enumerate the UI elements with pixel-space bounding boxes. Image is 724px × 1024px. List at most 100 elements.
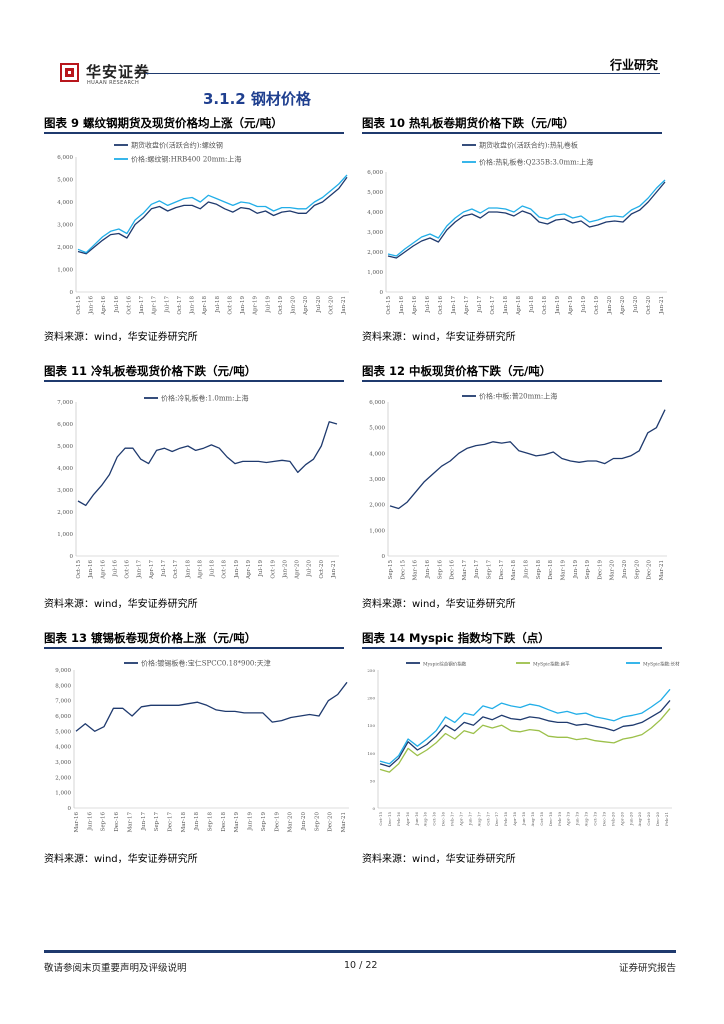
y-tick-label: 4,000 xyxy=(367,210,383,216)
x-tick-label: Dec-16 xyxy=(450,560,456,580)
x-tick-label: Jul-16 xyxy=(114,296,120,314)
x-tick-label: Jul-17 xyxy=(164,296,170,314)
y-tick-label: 8,000 xyxy=(55,683,71,689)
x-tick-label: Oct-17 xyxy=(485,812,490,826)
x-tick-label: Jun-20 xyxy=(301,812,307,832)
footer-disclaimer: 敬请参阅末页重要声明及评级说明 xyxy=(44,963,187,974)
x-tick-label: Apr-17 xyxy=(149,560,155,580)
x-tick-label: Jan-20 xyxy=(607,296,613,315)
y-tick-label: 1,000 xyxy=(57,532,73,538)
figure-10-rule xyxy=(362,132,662,134)
x-tick-label: Mar-19 xyxy=(560,560,566,581)
y-tick-label: 9,000 xyxy=(55,668,71,674)
y-tick-label: 5,000 xyxy=(55,729,71,735)
x-tick-label: Jan-17 xyxy=(139,296,145,315)
figure-11-rule xyxy=(44,380,344,382)
y-tick-label: 4,000 xyxy=(55,745,71,751)
x-tick-label: Sep-16 xyxy=(437,560,443,580)
section-title: 3.1.2 钢材价格 xyxy=(203,90,311,108)
series-line-2 xyxy=(387,179,666,257)
x-tick-label: Mar-21 xyxy=(341,812,347,832)
footer-divider xyxy=(44,950,676,953)
x-tick-label: Jan-16 xyxy=(399,296,405,315)
x-tick-label: Jun-17 xyxy=(141,812,147,832)
y-tick-label: 3,000 xyxy=(367,230,383,236)
x-tick-label: Oct-15 xyxy=(76,296,82,315)
x-tick-label: Oct-15 xyxy=(386,296,392,315)
x-tick-label: Apr-18 xyxy=(516,296,522,316)
x-tick-label: Apr-20 xyxy=(620,296,626,316)
legend-label: 期货收盘价(活跃合约):螺纹钢 xyxy=(131,141,223,150)
y-tick-label: 2,000 xyxy=(57,245,73,251)
y-tick-label: 4,000 xyxy=(369,451,385,457)
series-line-1 xyxy=(387,181,666,259)
legend-label: MySpic指数:长材 xyxy=(643,661,680,668)
x-tick-label: Jul-20 xyxy=(633,296,639,314)
x-tick-label: Jan-19 xyxy=(234,560,240,579)
x-tick-label: Mar-21 xyxy=(659,560,665,580)
x-tick-label: Oct-17 xyxy=(173,560,179,579)
legend-label: 价格:镀锡板卷:宝仁SPCC0.18*900:天津 xyxy=(141,659,271,668)
x-tick-label: Oct-16 xyxy=(125,560,131,579)
x-tick-label: Apr-17 xyxy=(458,812,463,827)
x-tick-label: Oct-20 xyxy=(646,296,652,315)
x-tick-label: Sep-20 xyxy=(314,812,320,832)
y-tick-label: 1,000 xyxy=(55,791,71,797)
figure-11-chart: 7,0006,0005,0004,0003,0002,0001,0000Oct-… xyxy=(57,394,339,580)
series-line-2 xyxy=(77,174,348,254)
x-tick-label: Dec-17 xyxy=(499,560,505,580)
series-line-1 xyxy=(379,699,671,768)
figure-10-title: 图表 10 热轧板卷期货价格下跌（元/吨） xyxy=(362,116,575,130)
x-tick-label: Jan-20 xyxy=(282,560,288,579)
x-tick-label: Sep-19 xyxy=(261,812,267,832)
y-tick-label: 0 xyxy=(382,554,386,560)
x-tick-label: Oct-18 xyxy=(227,296,233,315)
x-tick-label: Jun-17 xyxy=(467,812,472,827)
x-tick-label: Aug-16 xyxy=(423,812,428,828)
x-tick-label: Mar-18 xyxy=(511,560,517,581)
series-line-3 xyxy=(379,688,671,765)
y-tick-label: 250 xyxy=(367,668,375,673)
x-tick-label: Apr-18 xyxy=(202,296,208,316)
y-tick-label: 0 xyxy=(70,554,74,560)
x-tick-label: Apr-18 xyxy=(197,560,203,580)
x-tick-label: Feb-19 xyxy=(557,812,562,826)
series-line-2 xyxy=(379,708,671,773)
x-tick-label: Mar-20 xyxy=(610,560,616,581)
y-tick-label: 1,000 xyxy=(57,268,73,274)
y-tick-label: 5,000 xyxy=(57,444,73,450)
legend-label: 期货收盘价(活跃合约):热轧卷板 xyxy=(479,141,578,150)
x-tick-label: Sep-20 xyxy=(634,560,640,580)
x-tick-label: Mar-19 xyxy=(234,812,240,833)
x-tick-label: Jan-18 xyxy=(185,560,191,579)
y-tick-label: 6,000 xyxy=(367,170,383,176)
x-tick-label: Jun-16 xyxy=(87,812,93,832)
x-tick-label: Jan-21 xyxy=(341,296,347,315)
y-tick-label: 0 xyxy=(68,806,72,812)
x-tick-label: Jun-17 xyxy=(474,560,480,580)
x-tick-label: Oct-19 xyxy=(278,296,284,315)
x-tick-label: Oct-16 xyxy=(432,812,437,826)
x-tick-label: Jan-18 xyxy=(503,296,509,315)
figure-9-rule xyxy=(44,132,344,134)
x-tick-label: Jul-17 xyxy=(477,296,483,314)
x-tick-label: Apr-17 xyxy=(464,296,470,316)
x-tick-label: Apr-20 xyxy=(619,812,624,827)
x-tick-label: Oct-20 xyxy=(646,812,651,826)
series-line-1 xyxy=(77,421,338,507)
x-tick-label: Oct-18 xyxy=(542,296,548,315)
x-tick-label: Feb-16 xyxy=(396,812,401,826)
x-tick-label: Sep-17 xyxy=(154,812,160,832)
report-type: 行业研究 xyxy=(609,58,658,72)
y-tick-label: 7,000 xyxy=(55,699,71,705)
y-tick-label: 2,000 xyxy=(57,510,73,516)
x-tick-label: Dec-19 xyxy=(597,560,603,580)
x-tick-label: Jan-19 xyxy=(240,296,246,315)
figure-13-chart: 9,000 8,000 7,000 6,000 5,000 4,000 3,000 2,000… xyxy=(55,659,349,833)
y-tick-label: 1,000 xyxy=(369,528,385,534)
y-tick-label: 4,000 xyxy=(57,466,73,472)
figure-11-source: 资料来源：wind，华安证券研究所 xyxy=(44,599,198,610)
x-tick-label: Mar-17 xyxy=(127,812,133,833)
